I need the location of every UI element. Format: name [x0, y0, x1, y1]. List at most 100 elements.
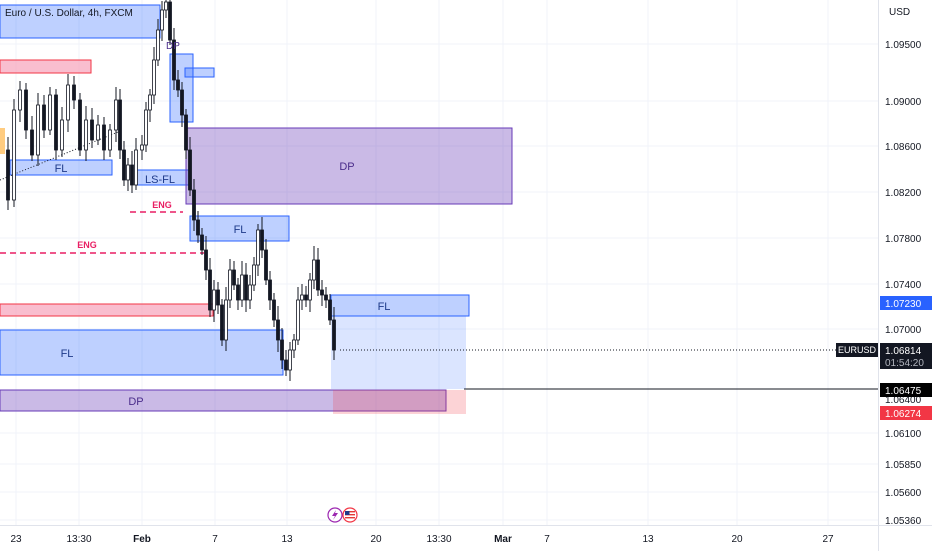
- label-eng-lower: ENG: [77, 240, 97, 250]
- label-fl-mid: FL: [234, 224, 247, 236]
- candle-body: [114, 99, 118, 131]
- time-tick: 13:30: [426, 534, 451, 545]
- zone-fl-lower-left[interactable]: [0, 329, 284, 376]
- candle-body: [256, 229, 260, 266]
- candle-body: [312, 259, 316, 281]
- zone-pink-middle[interactable]: [0, 303, 214, 317]
- price-axis-canvas[interactable]: USD 1.09500 1.09000 1.08600 1.08200 1.07…: [879, 0, 932, 527]
- zone-projection-red[interactable]: [333, 390, 466, 414]
- time-tick: 27: [822, 534, 834, 545]
- level-black-price: 1.06475: [885, 386, 922, 397]
- level-red-price: 1.06274: [885, 409, 922, 420]
- axis-corner: [878, 525, 932, 551]
- price-tick: 1.06400: [885, 395, 922, 406]
- candle-body: [324, 294, 328, 301]
- zone-pink-top[interactable]: [0, 59, 92, 74]
- candle-body: [280, 339, 284, 361]
- label-dp-bottom: DP: [128, 396, 143, 408]
- lightning-icon[interactable]: [327, 507, 343, 523]
- price-tick: 1.09500: [885, 40, 922, 51]
- price-tick: 1.07000: [885, 325, 922, 336]
- candle-body: [172, 39, 176, 81]
- candle-body: [18, 89, 22, 111]
- candle-body: [224, 299, 228, 341]
- candle-body: [72, 84, 76, 101]
- candle-body: [292, 339, 296, 351]
- candle-body: [108, 129, 112, 151]
- candle-body: [252, 264, 256, 286]
- zone-blue-top-left[interactable]: [0, 4, 161, 39]
- candle-body: [42, 104, 46, 131]
- candle-body: [188, 149, 192, 191]
- price-tick: 1.08200: [885, 188, 922, 199]
- trend-line-dotted[interactable]: [0, 131, 119, 181]
- time-tick: 20: [731, 534, 743, 545]
- candle-body: [152, 59, 156, 96]
- zone-top-price: 1.07230: [885, 299, 922, 310]
- time-axis-canvas[interactable]: 23 13:30 Feb 7 13 20 13:30 Mar 7 13 20 2…: [0, 526, 878, 551]
- price-axis[interactable]: USD 1.09500 1.09000 1.08600 1.08200 1.07…: [878, 0, 932, 527]
- candle-body: [148, 94, 152, 111]
- price-tick: 1.05600: [885, 488, 922, 499]
- currency-label: USD: [889, 7, 910, 18]
- current-price: 1.06814: [885, 346, 922, 357]
- countdown-timer: 01:54:20: [885, 358, 924, 369]
- candle-body: [284, 359, 288, 371]
- candle-body: [130, 164, 134, 186]
- time-tick: Mar: [494, 534, 512, 545]
- candle-body: [12, 109, 16, 201]
- chart-canvas[interactable]: FL LS-FL DP FL FL FL DP DP ENG ENG Euro …: [0, 0, 878, 525]
- candle-body: [144, 109, 148, 146]
- symbol-title: Euro / U.S. Dollar, 4h, FXCM: [5, 8, 133, 19]
- zone-blue-small[interactable]: [184, 67, 215, 78]
- candle-body: [122, 149, 126, 181]
- level-red-badge: [880, 406, 932, 420]
- zone-top-price-badge: [880, 296, 932, 310]
- candle-body: [236, 284, 240, 301]
- level-black-badge: [880, 383, 932, 397]
- price-tick: 1.07400: [885, 280, 922, 291]
- candle-body: [6, 149, 10, 201]
- candle-body: [96, 124, 100, 141]
- candle-body: [78, 99, 82, 151]
- candle-body: [156, 29, 160, 61]
- candle-body: [192, 189, 196, 221]
- symbol-tag: EURUSD: [836, 343, 878, 357]
- time-tick: 7: [544, 534, 550, 545]
- candle-body: [90, 119, 94, 141]
- candle-body: [320, 289, 324, 296]
- label-fl-lower-left: FL: [61, 348, 74, 360]
- chart-plot-area[interactable]: FL LS-FL DP FL FL FL DP DP ENG ENG Euro …: [0, 0, 878, 525]
- candle-body: [204, 249, 208, 271]
- zone-fl-right[interactable]: [330, 294, 470, 317]
- grid-lines: [0, 0, 878, 525]
- zone-projection-blue[interactable]: [331, 316, 466, 389]
- candle-body: [54, 94, 58, 151]
- candle-body: [296, 299, 300, 341]
- candle-body: [126, 164, 130, 181]
- candle-body: [316, 259, 320, 291]
- candle-body: [264, 249, 268, 281]
- zone-dp-bottom[interactable]: [0, 389, 447, 412]
- candle-body: [332, 319, 336, 351]
- candlestick-series: [6, 0, 336, 381]
- time-tick: 20: [370, 534, 382, 545]
- price-tick: 1.05360: [885, 516, 922, 525]
- us-flag-icon[interactable]: [342, 507, 358, 523]
- time-tick: 7: [212, 534, 218, 545]
- candle-body: [24, 89, 28, 131]
- candle-body: [196, 219, 200, 236]
- zone-dp-large[interactable]: [185, 127, 513, 205]
- time-tick: 13:30: [66, 534, 91, 545]
- price-tick: 1.08600: [885, 142, 922, 153]
- candle-body: [220, 304, 224, 341]
- candle-body: [232, 269, 236, 286]
- time-tick: 23: [10, 534, 22, 545]
- candle-body: [102, 124, 106, 151]
- zone-fl-upper-left[interactable]: [9, 159, 113, 176]
- candle-body: [268, 279, 272, 301]
- time-axis[interactable]: 23 13:30 Feb 7 13 20 13:30 Mar 7 13 20 2…: [0, 525, 878, 551]
- price-tick: 1.09000: [885, 97, 922, 108]
- candle-body: [244, 274, 248, 301]
- candle-body: [184, 114, 188, 151]
